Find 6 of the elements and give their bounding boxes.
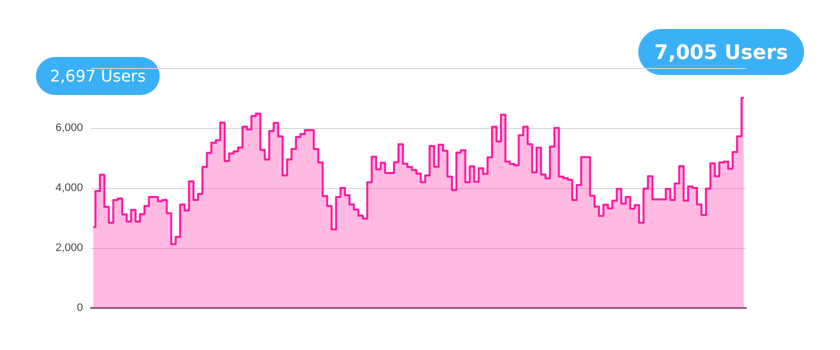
y-tick-label: 2,000 [55,242,83,254]
y-tick-label: 4,000 [55,182,83,194]
annotation: 2,697 Users [50,66,146,86]
text: 7,005 Users [654,40,788,64]
y-tick-label: 0 [76,302,83,314]
y-tick-label: 6,000 [55,122,83,134]
